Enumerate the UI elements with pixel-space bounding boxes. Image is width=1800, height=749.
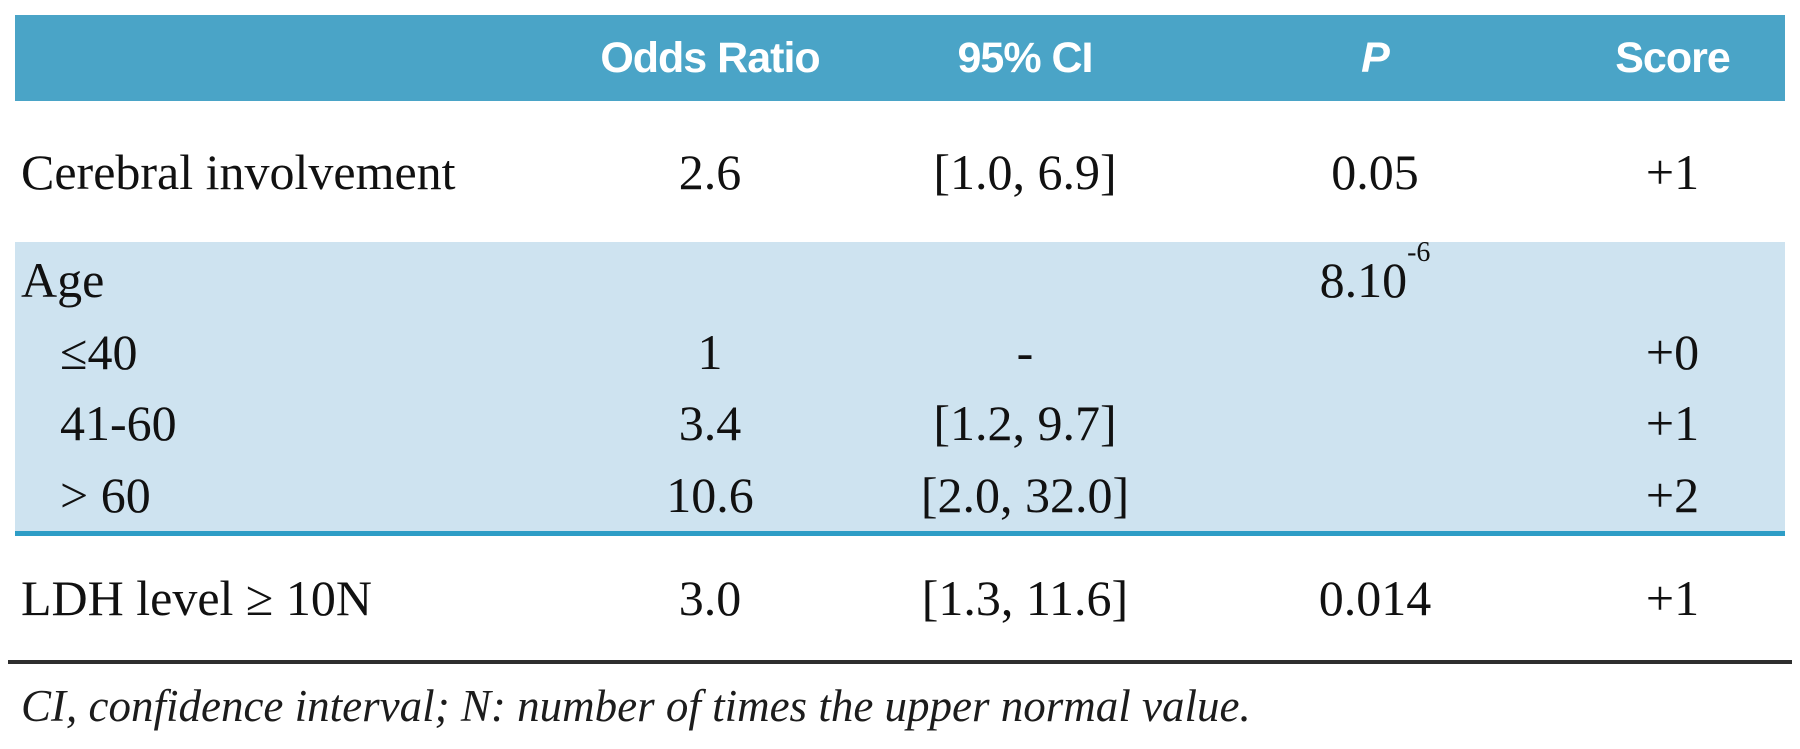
col-header-p: P: [1361, 33, 1390, 82]
odds-ratio-value: 1: [697, 324, 723, 380]
score-value: +0: [1645, 324, 1700, 380]
odds-ratio-value: 2.6: [678, 143, 742, 200]
score-value: +1: [1645, 570, 1700, 626]
page: Odds Ratio 95% CI P Score Cerebral invol…: [8, 15, 1792, 732]
table-row-age-gt60: > 60 10.6 [2.0, 32.0] +2: [15, 459, 1785, 531]
table-row-age-le40: ≤40 1 - +0: [15, 317, 1785, 387]
score-value: +2: [1645, 467, 1700, 523]
odds-ratio-value: 3.0: [678, 570, 742, 626]
age-group-band: Age 8.10-6 ≤40 1 - +0 41-60 3.4 [1.2, 9.…: [15, 238, 1785, 531]
ci-value: [1.3, 11.6]: [921, 570, 1129, 626]
table-row-ldh-level: LDH level ≥ 10N 3.0 [1.3, 11.6] 0.014 +1: [15, 536, 1785, 660]
horizontal-rule: [8, 660, 1792, 664]
row-label: ≤40: [60, 324, 138, 380]
prognostic-score-table: Odds Ratio 95% CI P Score Cerebral invol…: [8, 15, 1792, 732]
row-label: Age: [21, 251, 105, 308]
row-label: 41-60: [60, 395, 177, 451]
p-value: 8.10-6: [1190, 238, 1560, 308]
p-value: 0.014: [1318, 570, 1432, 626]
p-value-base: 8.10: [1319, 251, 1408, 308]
table-footnote: CI, confidence interval; N: number of ti…: [21, 681, 1251, 731]
ci-value: [2.0, 32.0]: [920, 467, 1130, 523]
col-header-score: Score: [1615, 33, 1731, 82]
table-row-age-41-60: 41-60 3.4 [1.2, 9.7] +1: [15, 387, 1785, 459]
col-header-95ci: 95% CI: [957, 33, 1093, 82]
odds-ratio-value: 10.6: [666, 467, 754, 523]
ci-value: [1.0, 6.9]: [933, 143, 1117, 200]
odds-ratio-value: 3.4: [678, 395, 742, 451]
score-value: +1: [1645, 395, 1700, 451]
table-row-age: Age 8.10-6: [15, 238, 1785, 317]
table-row-cerebral-involvement: Cerebral involvement 2.6 [1.0, 6.9] 0.05…: [15, 101, 1785, 242]
row-label: Cerebral involvement: [21, 143, 456, 200]
p-value-exponent: -6: [1407, 236, 1431, 268]
teal-divider: [15, 531, 1785, 536]
row-label: LDH level ≥ 10N: [21, 570, 372, 626]
table-header-row: Odds Ratio 95% CI P Score: [15, 15, 1785, 101]
ci-value: -: [1016, 324, 1034, 380]
p-value: 0.05: [1331, 143, 1419, 200]
score-value: +1: [1645, 143, 1700, 200]
ci-value: [1.2, 9.7]: [933, 395, 1117, 451]
col-header-odds-ratio: Odds Ratio: [600, 33, 820, 82]
row-label: > 60: [60, 467, 151, 523]
